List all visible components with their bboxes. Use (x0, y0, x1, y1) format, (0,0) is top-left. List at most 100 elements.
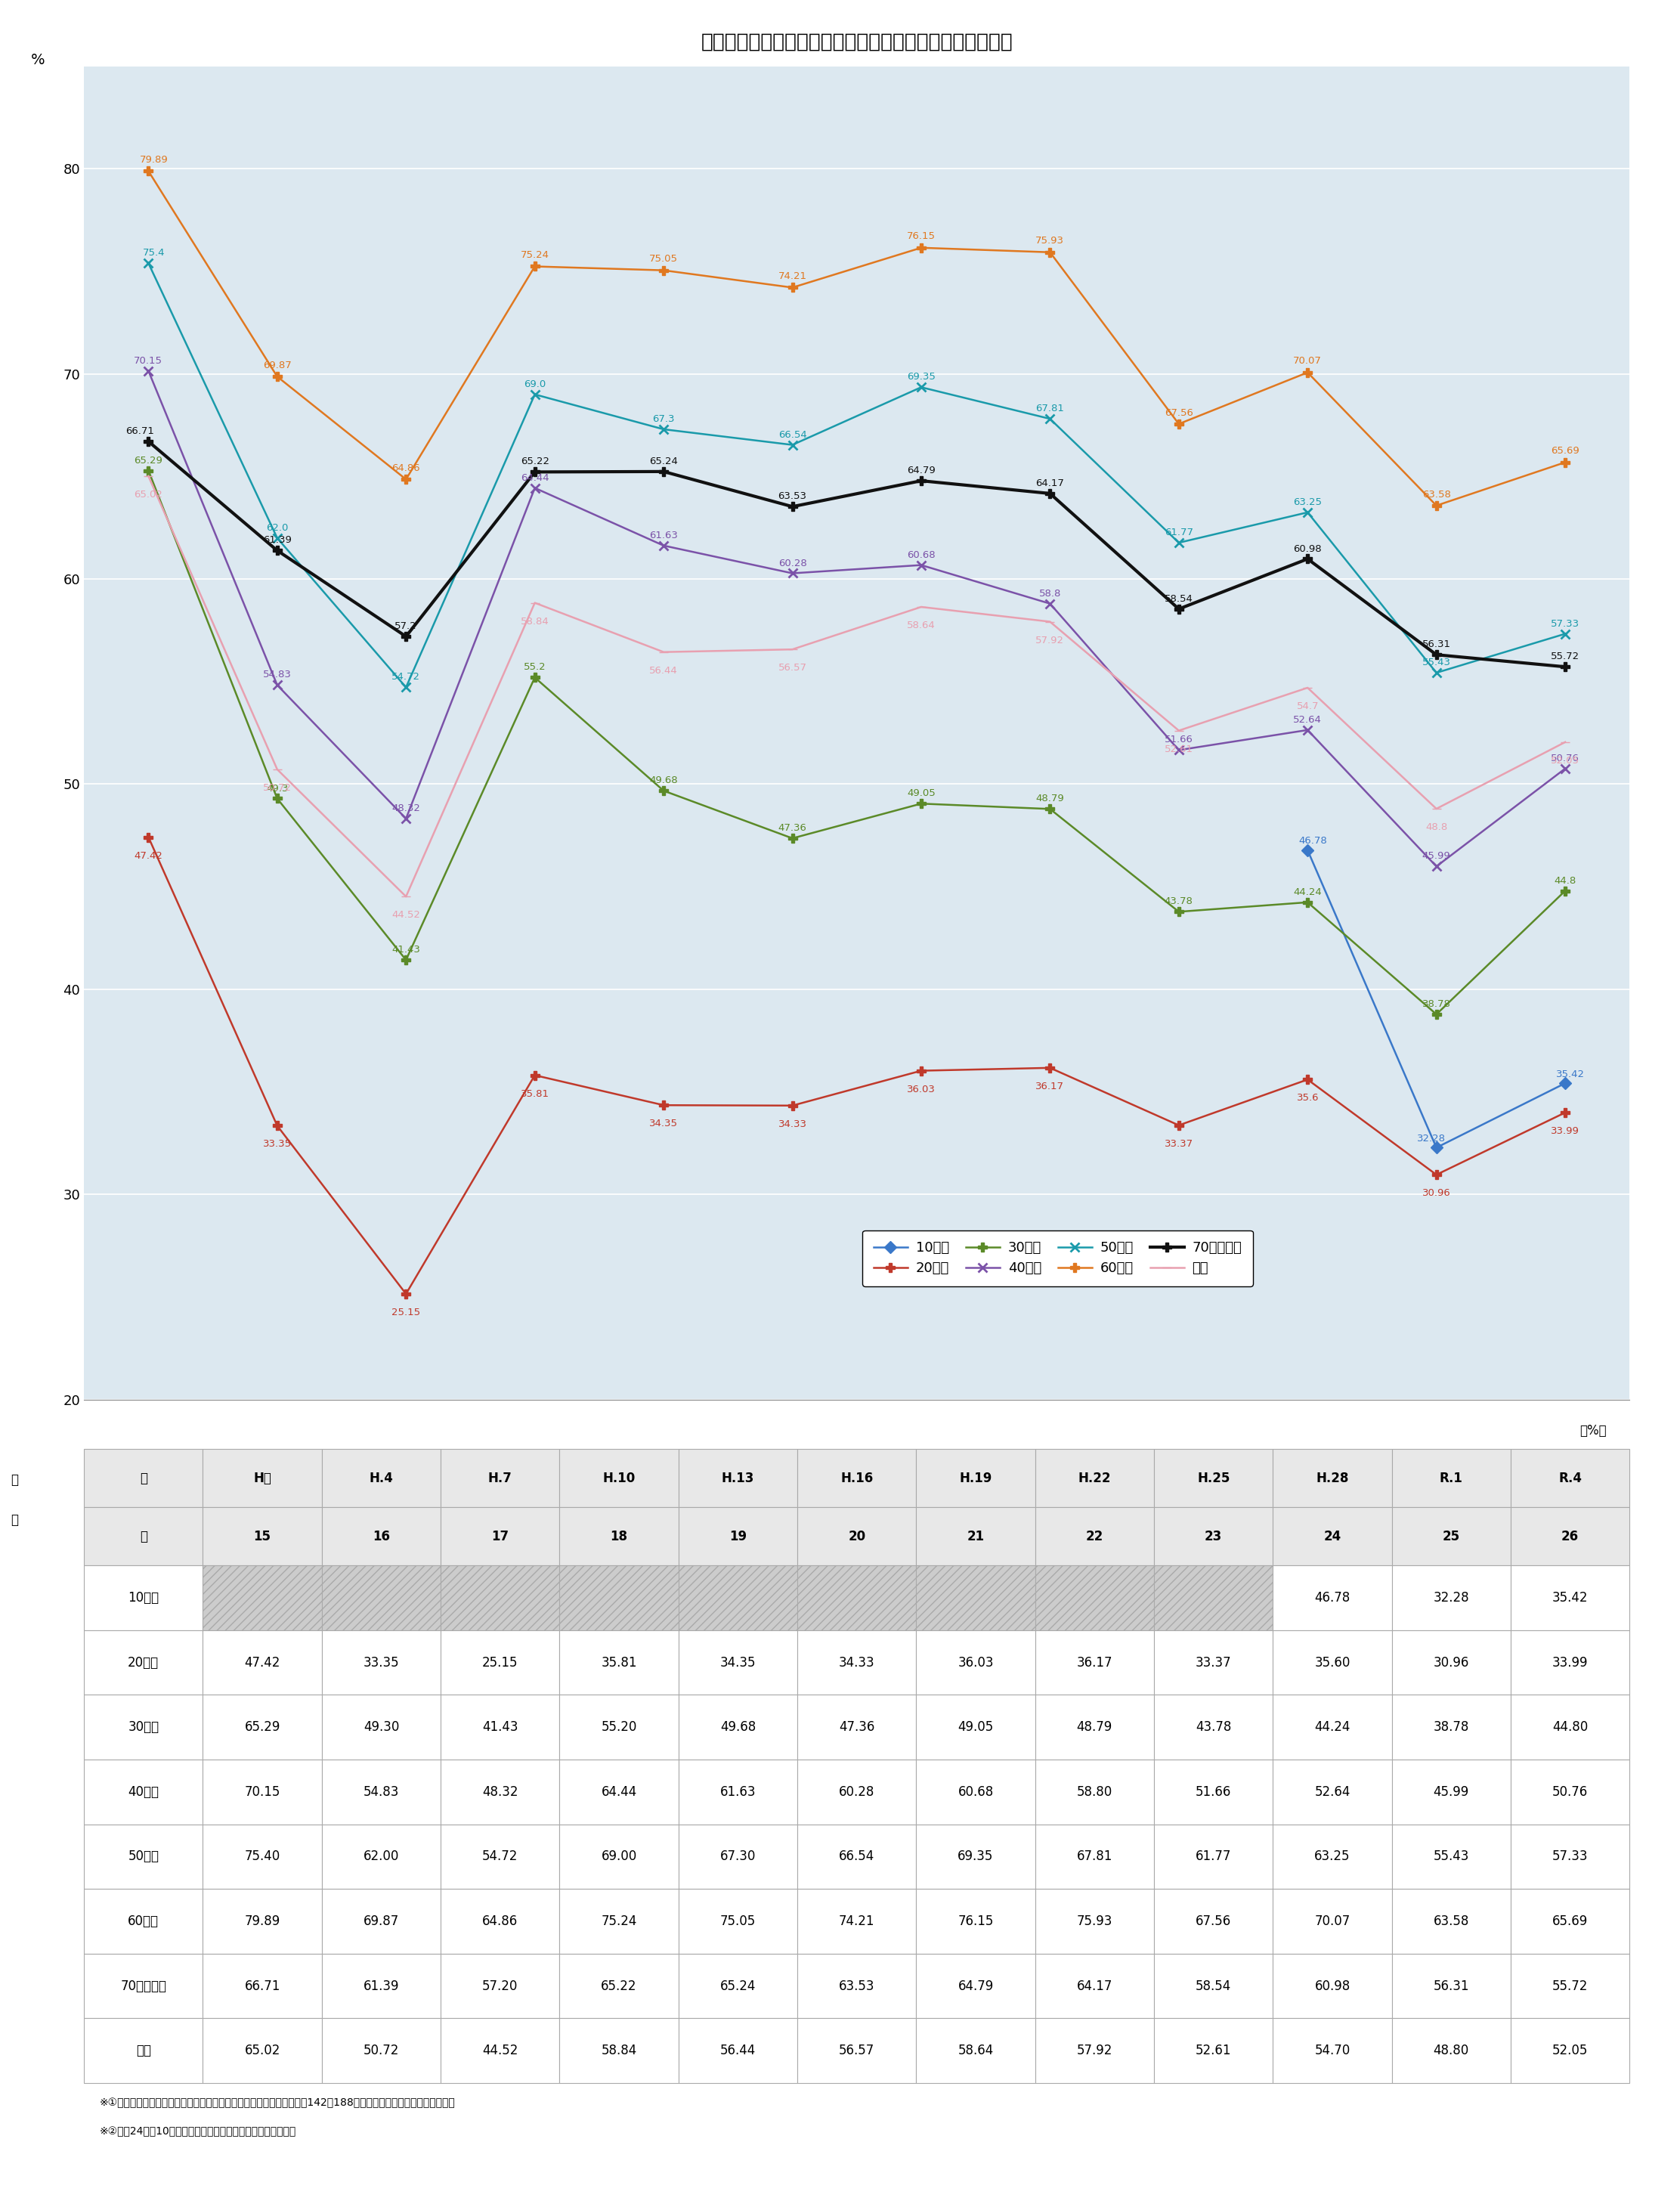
Text: 52.64: 52.64 (1294, 715, 1322, 724)
Text: 66.54: 66.54 (778, 430, 806, 439)
Text: 67.81: 67.81 (1035, 404, 1065, 413)
Text: H.10: H.10 (521, 1472, 549, 1488)
Text: 57.92: 57.92 (1035, 636, 1065, 644)
Text: 36.03: 36.03 (907, 1084, 936, 1095)
Text: 63.53: 63.53 (778, 492, 806, 501)
Text: 64.17: 64.17 (1035, 479, 1065, 488)
Text: 26: 26 (1557, 1512, 1572, 1527)
Text: 79.89: 79.89 (139, 154, 168, 166)
Title: 参議院議員通常選挙における年代別投票率（抽出）の推移: 参議院議員通常選挙における年代別投票率（抽出）の推移 (701, 33, 1013, 51)
Text: 56.57: 56.57 (778, 662, 806, 673)
Text: 46.78: 46.78 (1299, 836, 1327, 845)
Text: 60.68: 60.68 (907, 550, 936, 561)
Text: 24: 24 (1300, 1512, 1315, 1527)
Text: H.19: H.19 (907, 1472, 936, 1488)
Text: 17: 17 (398, 1512, 413, 1527)
Text: 33.37: 33.37 (1164, 1139, 1193, 1150)
Text: 38.78: 38.78 (1421, 1000, 1452, 1009)
Text: H.13: H.13 (648, 1472, 679, 1488)
Text: 60.28: 60.28 (778, 558, 806, 567)
Text: R.1: R.1 (1426, 1472, 1446, 1488)
Text: 61.39: 61.39 (262, 536, 292, 545)
Text: H.25: H.25 (1164, 1472, 1193, 1488)
Text: 75.24: 75.24 (521, 249, 549, 260)
Text: 69.0: 69.0 (524, 380, 546, 388)
Text: 58.54: 58.54 (1164, 594, 1193, 605)
Text: ※②　第24回の10歳代の投票率は、全数調査による数値です。: ※② 第24回の10歳代の投票率は、全数調査による数値です。 (99, 2125, 296, 2136)
Text: 76.15: 76.15 (907, 232, 936, 241)
Text: 25: 25 (1428, 1512, 1445, 1527)
Text: 49.05: 49.05 (907, 788, 936, 799)
Text: 75.4: 75.4 (143, 247, 165, 258)
Text: 63.58: 63.58 (1421, 490, 1452, 499)
Text: 65.02: 65.02 (134, 490, 163, 499)
Text: 30.96: 30.96 (1423, 1187, 1450, 1198)
Text: R.4: R.4 (1556, 1472, 1576, 1488)
Text: 52.61: 52.61 (1164, 744, 1193, 755)
Text: 21: 21 (914, 1512, 929, 1527)
Text: 65.22: 65.22 (521, 457, 549, 466)
Text: 67.3: 67.3 (652, 415, 675, 424)
Text: 75.05: 75.05 (648, 254, 679, 265)
Text: 34.35: 34.35 (648, 1119, 679, 1128)
Text: 33.35: 33.35 (262, 1139, 292, 1150)
Text: 69.87: 69.87 (264, 360, 291, 371)
Text: 回: 回 (10, 1512, 18, 1527)
Text: 64.79: 64.79 (907, 466, 936, 475)
Text: 43.78: 43.78 (1164, 896, 1193, 907)
Y-axis label: %: % (30, 53, 45, 66)
Text: 54.7: 54.7 (1297, 702, 1319, 711)
Text: 33.99: 33.99 (1551, 1126, 1579, 1137)
Text: 16: 16 (269, 1512, 286, 1527)
Text: 55.2: 55.2 (524, 662, 546, 673)
Text: 56.44: 56.44 (650, 667, 677, 675)
Text: 57.2: 57.2 (395, 622, 417, 631)
Text: 32.28: 32.28 (1416, 1134, 1445, 1143)
Text: 35.6: 35.6 (1297, 1092, 1319, 1104)
Text: 22: 22 (1042, 1512, 1058, 1527)
Text: 61.63: 61.63 (648, 530, 679, 541)
Text: 年: 年 (10, 1472, 18, 1488)
Text: 57.33: 57.33 (1551, 618, 1579, 629)
Text: 62.0: 62.0 (265, 523, 289, 532)
Text: 55.72: 55.72 (1551, 651, 1579, 662)
Text: 20: 20 (785, 1512, 800, 1527)
Text: H元: H元 (139, 1472, 156, 1488)
Text: H.7: H.7 (395, 1472, 417, 1488)
Text: 47.42: 47.42 (134, 850, 163, 861)
Text: 61.77: 61.77 (1164, 527, 1193, 539)
Text: H.22: H.22 (1035, 1472, 1065, 1488)
Text: 選　挙　期　日: 選 挙 期 日 (827, 1560, 887, 1574)
Text: 52.05: 52.05 (1551, 755, 1579, 766)
Text: 48.79: 48.79 (1037, 795, 1063, 803)
Text: 58.64: 58.64 (907, 620, 936, 631)
Text: 56.31: 56.31 (1421, 640, 1452, 649)
Text: 70.07: 70.07 (1294, 355, 1322, 366)
Text: 34.33: 34.33 (778, 1119, 806, 1130)
Text: 65.69: 65.69 (1551, 446, 1579, 457)
Text: 64.86: 64.86 (391, 463, 420, 472)
Text: 19: 19 (655, 1512, 672, 1527)
Text: 45.99: 45.99 (1423, 852, 1450, 861)
Text: 41.43: 41.43 (391, 945, 420, 956)
Text: 44.8: 44.8 (1554, 876, 1576, 885)
Text: 23: 23 (1171, 1512, 1186, 1527)
Legend: 10歳代, 20歳代, 30歳代, 40歳代, 50歳代, 60歳代, 70歳代以上, 全体: 10歳代, 20歳代, 30歳代, 40歳代, 50歳代, 60歳代, 70歳代… (862, 1229, 1253, 1287)
Text: 74.21: 74.21 (778, 271, 806, 280)
Text: H.4: H.4 (267, 1472, 287, 1488)
Text: 49.68: 49.68 (650, 775, 677, 786)
Text: 60.98: 60.98 (1294, 543, 1322, 554)
Text: 66.71: 66.71 (126, 426, 155, 437)
Text: 18: 18 (528, 1512, 543, 1527)
Text: 58.84: 58.84 (521, 616, 549, 627)
Text: 44.52: 44.52 (391, 909, 420, 920)
Text: 54.72: 54.72 (391, 673, 420, 682)
Text: 49.3: 49.3 (265, 783, 289, 792)
Text: 70.15: 70.15 (134, 355, 163, 366)
Text: 48.32: 48.32 (391, 803, 420, 814)
Text: 35.81: 35.81 (521, 1088, 549, 1099)
Text: 50.72: 50.72 (262, 783, 292, 792)
Text: 75.93: 75.93 (1035, 236, 1065, 245)
Text: ※①　この表のうち、年代別の投票率は、全国の投票区から、回ごとに142～188投票区を抽出し調査したものです。: ※① この表のうち、年代別の投票率は、全国の投票区から、回ごとに142～188投… (99, 2097, 455, 2108)
Text: 55.43: 55.43 (1421, 658, 1452, 667)
